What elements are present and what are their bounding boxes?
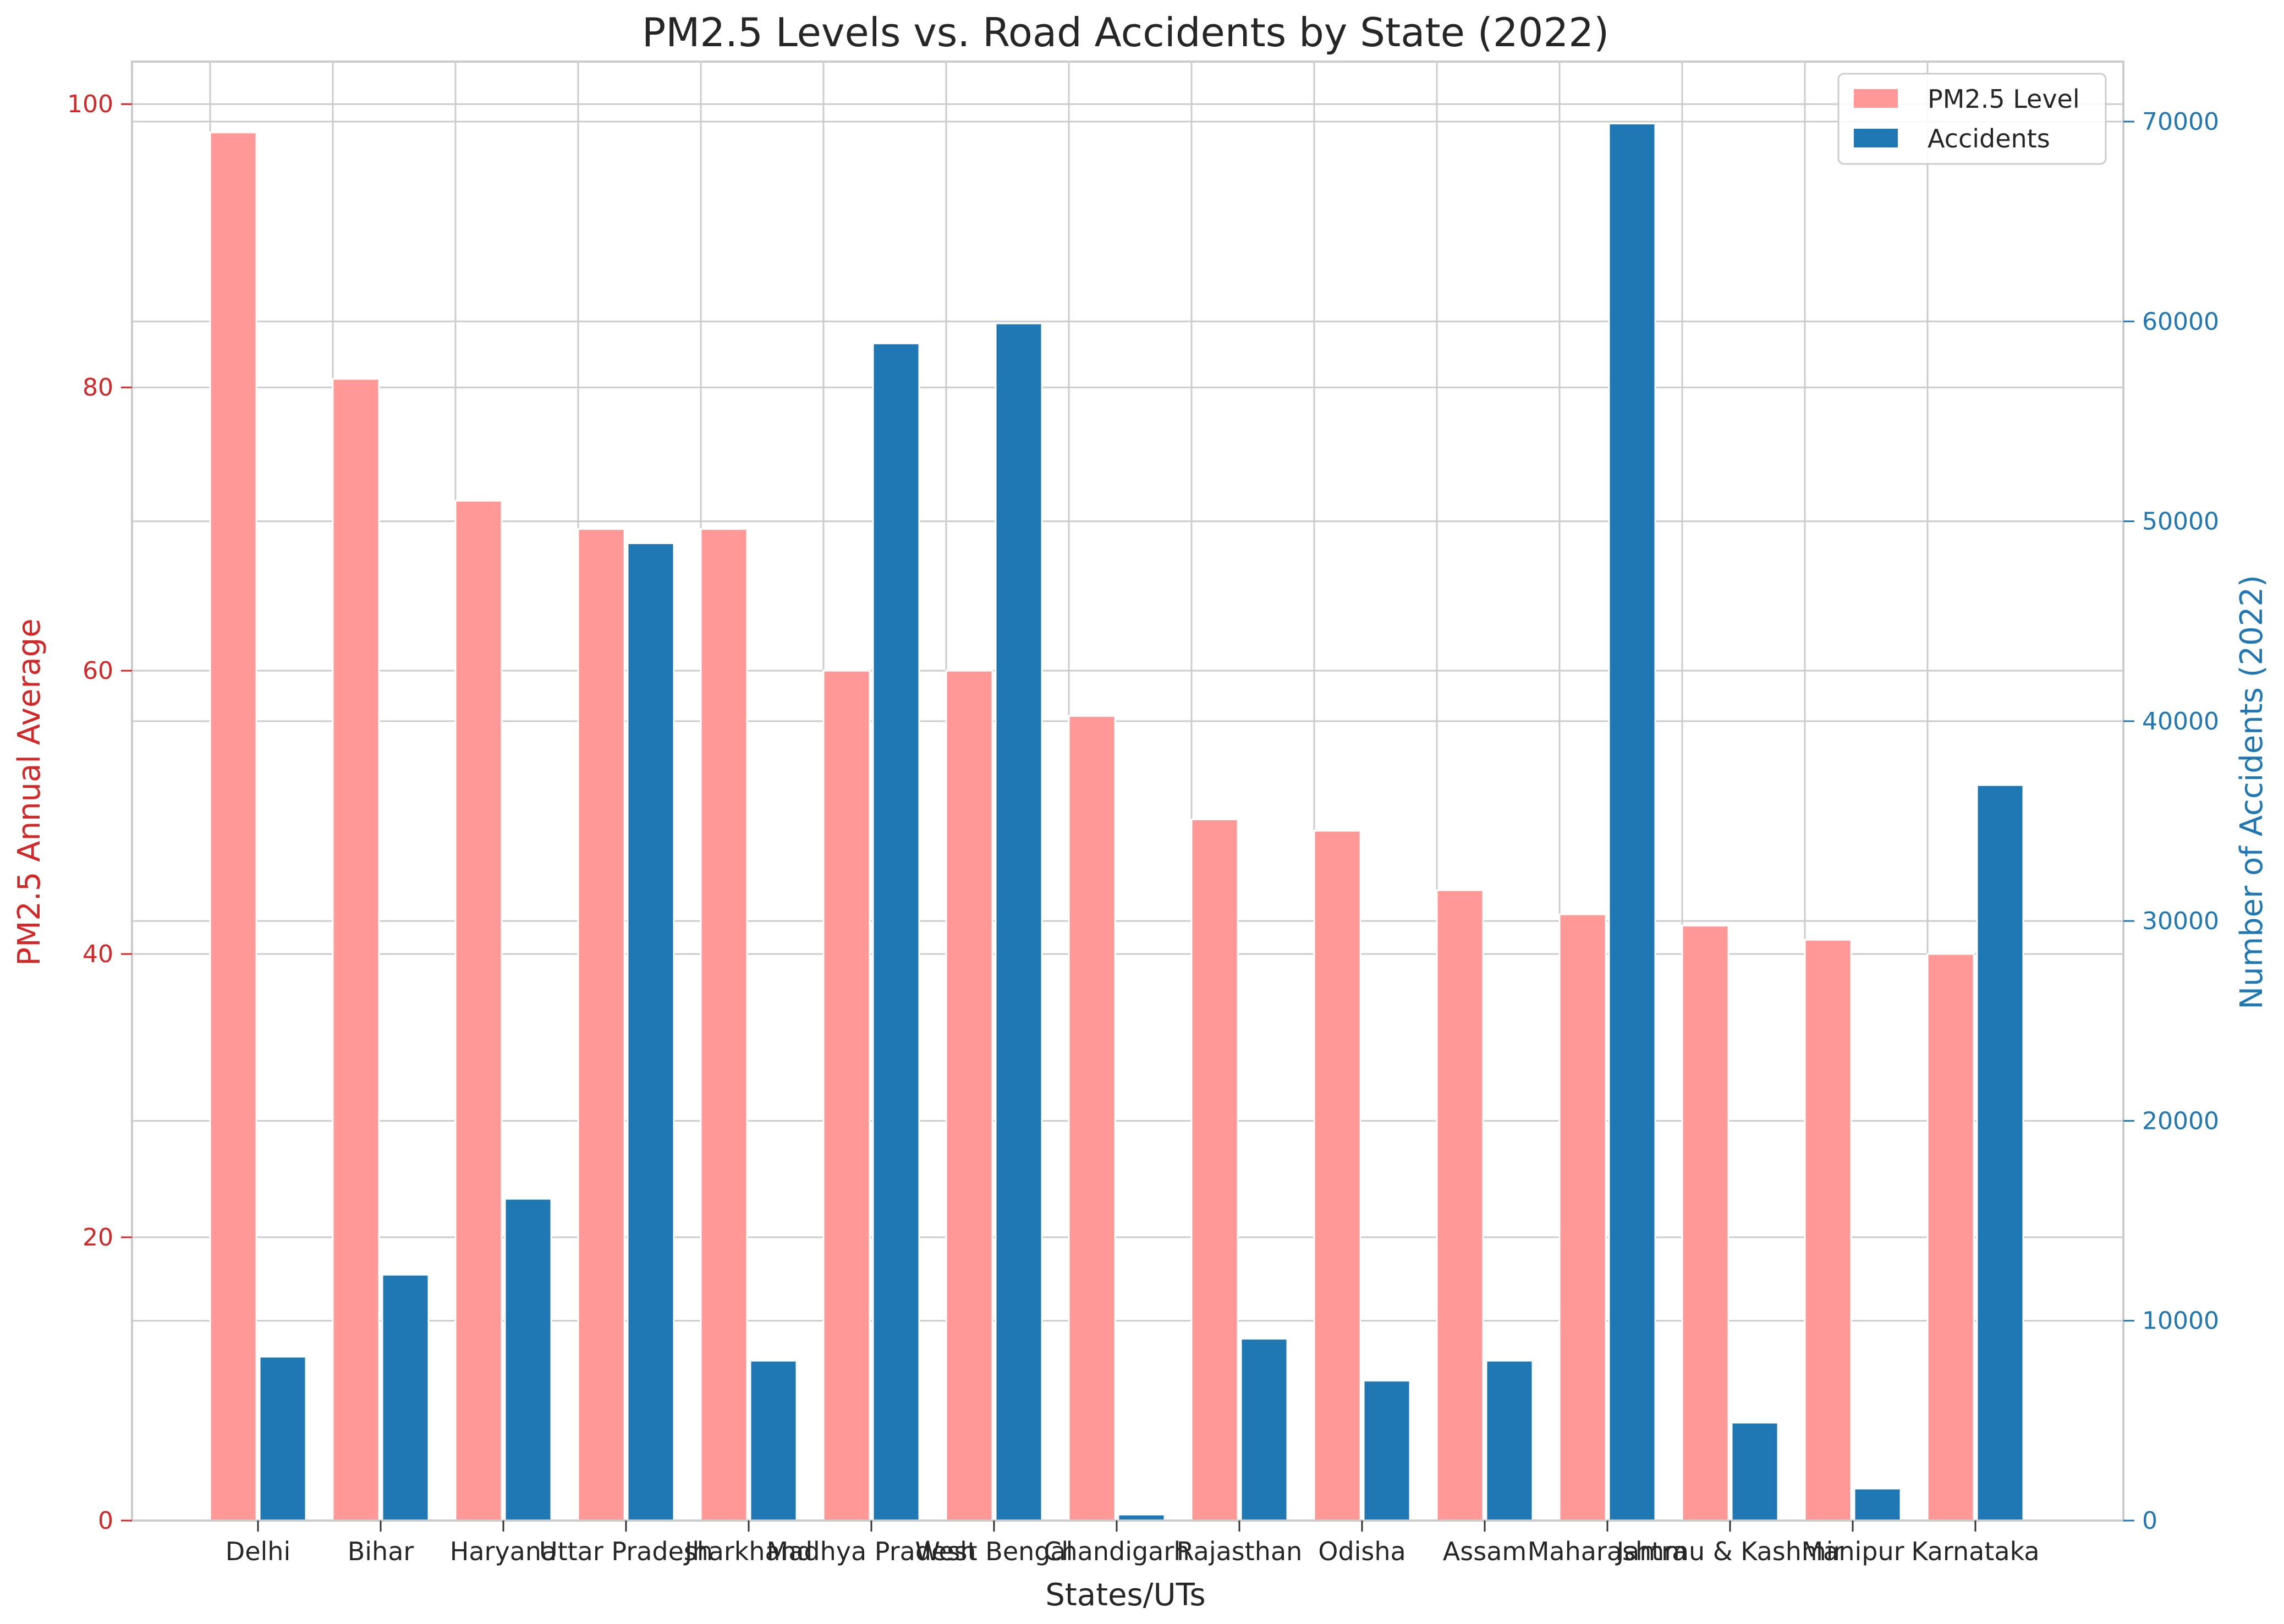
x-tick-label: Maharashtra xyxy=(1528,1537,1688,1566)
bar-pm25 xyxy=(577,528,625,1522)
x-tick-label: Delhi xyxy=(226,1537,290,1566)
right-tick-label: 40000 xyxy=(2142,707,2219,736)
x-tick-label: Madhya Pradesh xyxy=(767,1537,976,1566)
bar-pm25 xyxy=(332,378,380,1522)
bar-pm25 xyxy=(1926,953,1975,1522)
x-tick-label: Uttar Pradesh xyxy=(539,1537,713,1566)
x-tick-label: Assam xyxy=(1443,1537,1527,1566)
x-axis-title: States/UTs xyxy=(1045,1577,1205,1613)
left-axis-title: PM2.5 Annual Average xyxy=(12,618,47,965)
right-tick-label: 50000 xyxy=(2142,508,2219,536)
bar-accidents xyxy=(1976,784,2024,1522)
right-axis-ticks: 0 10000 20000 30000 40000 50000 60000 70000 xyxy=(2123,108,2219,1535)
left-tick-label: 60 xyxy=(83,657,113,685)
bar-pm25 xyxy=(454,500,503,1522)
x-tick-label: Haryana xyxy=(450,1537,557,1566)
plot-frame xyxy=(131,61,2124,1522)
left-tick-label: 40 xyxy=(83,940,113,968)
right-tick-label: 60000 xyxy=(2142,308,2219,336)
left-axis-ticks: 0 20 40 60 80 100 xyxy=(67,90,132,1535)
bar-pm25 xyxy=(1804,939,1852,1522)
bar-pm25 xyxy=(945,670,993,1522)
right-tick-label: 70000 xyxy=(2142,108,2219,136)
legend-label-accidents: Accidents xyxy=(1928,124,2050,153)
bar-accidents xyxy=(1608,123,1656,1522)
bar-pm25 xyxy=(1190,818,1239,1522)
bar-accidents xyxy=(1485,1359,1534,1522)
x-tick-label: Manipur xyxy=(1801,1537,1904,1566)
bar-accidents xyxy=(1363,1380,1411,1522)
left-tick-label: 20 xyxy=(83,1224,113,1252)
x-tick-label: Jammu & Kashmir xyxy=(1615,1537,1844,1566)
bar-pm25 xyxy=(822,670,871,1522)
legend-swatch-pm25 xyxy=(1854,89,1898,108)
x-tick-label: Odisha xyxy=(1318,1537,1406,1566)
right-tick-label: 20000 xyxy=(2142,1107,2219,1135)
bar-accidents xyxy=(1731,1422,1779,1522)
bar-accidents xyxy=(1853,1488,1902,1522)
bar-accidents xyxy=(995,322,1043,1522)
right-tick-label: 0 xyxy=(2142,1507,2157,1535)
bar-marks xyxy=(209,123,2024,1522)
bar-accidents xyxy=(1240,1337,1288,1522)
right-axis-title: Number of Accidents (2022) xyxy=(2234,575,2270,1009)
chart-title: PM2.5 Levels vs. Road Accidents by State… xyxy=(642,9,1609,56)
bar-accidents xyxy=(381,1274,430,1522)
x-tick-label: Rajasthan xyxy=(1177,1537,1303,1566)
bar-pm25 xyxy=(1068,715,1116,1522)
bar-pm25 xyxy=(1436,889,1484,1522)
bar-accidents xyxy=(627,542,675,1522)
bar-pm25 xyxy=(1313,830,1361,1522)
x-tick-label: Jharkhand xyxy=(683,1537,812,1566)
bar-accidents xyxy=(872,342,920,1522)
bar-accidents xyxy=(749,1359,798,1522)
left-tick-label: 80 xyxy=(83,374,113,402)
x-tick-label: Chandigarh xyxy=(1044,1537,1189,1566)
x-tick-label: West Bengal xyxy=(915,1537,1073,1566)
left-tick-label: 100 xyxy=(67,90,113,118)
bar-accidents xyxy=(259,1356,307,1522)
right-tick-label: 10000 xyxy=(2142,1307,2219,1335)
legend-swatch-accidents xyxy=(1854,129,1898,147)
left-tick-label: 0 xyxy=(98,1507,113,1535)
bar-accidents xyxy=(504,1198,552,1522)
legend: PM2.5 Level Accidents xyxy=(1837,73,2107,165)
legend-label-pm25: PM2.5 Level xyxy=(1928,84,2080,114)
x-tick-label: Karnataka xyxy=(1911,1537,2039,1566)
legend-frame xyxy=(1837,73,2107,165)
x-tick-label: Bihar xyxy=(348,1537,414,1566)
right-tick-label: 30000 xyxy=(2142,907,2219,935)
bar-pm25 xyxy=(1681,925,1730,1522)
bar-pm25 xyxy=(209,131,257,1522)
bar-pm25 xyxy=(1558,913,1607,1522)
bar-pm25 xyxy=(700,528,748,1522)
